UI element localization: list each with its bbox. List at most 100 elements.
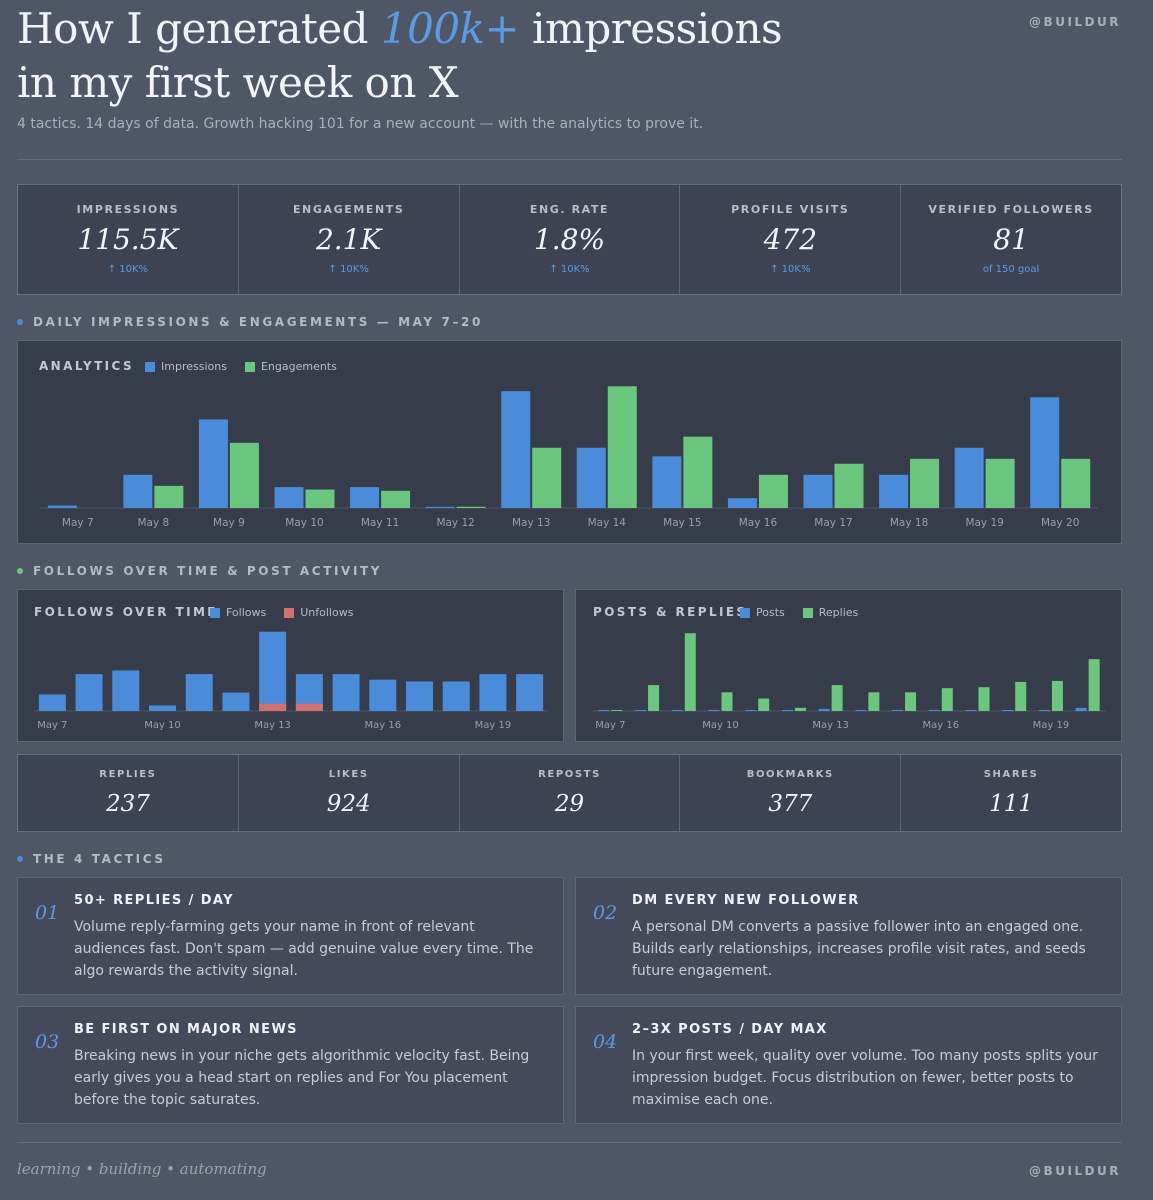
bar-posts <box>598 709 610 711</box>
bar-engagements <box>683 436 713 508</box>
stat-label: ENGAGEMENTS <box>292 203 405 216</box>
tactic-card-03: 03 BE FIRST ON MAJOR NEWS Breaking news … <box>17 1006 564 1124</box>
bar-replies <box>978 687 990 711</box>
stat-value: 29 <box>554 791 585 817</box>
stat-label: VERIFIED FOLLOWERS <box>928 203 1094 216</box>
x-tick-label: May 16 <box>922 720 959 731</box>
x-tick-label: May 7 <box>595 720 625 731</box>
page-title: How I generated 100k+ impressions in my … <box>17 2 917 110</box>
bar-engagements <box>381 490 411 508</box>
title-part: How I generated <box>17 4 381 53</box>
bar-follows <box>112 670 140 711</box>
legend-label: Follows <box>226 606 267 619</box>
chart-legend: Impressions Engagements <box>145 360 355 373</box>
legend-label: Impressions <box>161 360 227 373</box>
bar-replies <box>941 688 953 711</box>
x-tick-label: May 12 <box>436 517 474 529</box>
bar-impressions <box>1030 397 1060 508</box>
tactic-body: Breaking news in your niche gets algorit… <box>74 1048 530 1108</box>
bar-engagements <box>229 442 259 508</box>
divider <box>17 159 1122 160</box>
stat-value: 377 <box>768 791 813 817</box>
legend-item-follows: Follows <box>210 606 266 619</box>
bar-replies <box>721 692 733 711</box>
bar-posts <box>965 709 977 711</box>
bar-posts <box>928 709 940 711</box>
bar-engagements <box>985 458 1015 508</box>
bar-posts <box>892 709 904 711</box>
stat-change: ↑ 10K% <box>107 264 149 275</box>
bar-replies <box>1051 680 1063 711</box>
stat-replies: REPLIES 237 <box>18 755 239 831</box>
chart-title: ANALYTICS <box>39 359 135 373</box>
stat-verified-followers: VERIFIED FOLLOWERS 81 of 150 goal <box>901 185 1121 294</box>
bar-engagements <box>532 447 562 508</box>
bar-follows <box>369 679 397 711</box>
bar-follows <box>222 692 250 711</box>
bar-posts <box>708 709 720 711</box>
title-part: impressions <box>519 4 783 53</box>
bar-replies <box>1088 659 1100 711</box>
bar-impressions <box>425 506 455 508</box>
tactic-title: 50+ REPLIES / DAY <box>74 893 234 908</box>
bar-impressions <box>954 447 984 508</box>
stat-value: 111 <box>989 791 1034 817</box>
bar-posts <box>745 709 757 711</box>
legend-swatch <box>740 607 750 618</box>
handle-bottom: @BUILDUR <box>1029 1164 1121 1178</box>
bar-replies <box>611 709 623 711</box>
section-dot <box>17 319 23 325</box>
tactic-number: 03 <box>35 1031 60 1053</box>
analytics-panel: ANALYTICS Impressions Engagements May 7 M… <box>17 340 1122 544</box>
section-follows: FOLLOWS OVER TIME & POST ACTIVITY <box>17 564 382 578</box>
stat-label: REPOSTS <box>538 769 601 780</box>
stat-change: ↑ 10K% <box>549 264 590 275</box>
stat-impressions: IMPRESSIONS 115.5K ↑ 10K% <box>18 185 239 294</box>
posts-bar-chart: May 7 May 10 May 13 May 16 May 19 <box>592 633 1106 731</box>
x-tick-label: May 14 <box>588 517 627 529</box>
bar-engagements <box>834 463 864 508</box>
bar-impressions <box>198 419 228 508</box>
bar-unfollows <box>259 703 287 711</box>
bar-engagements <box>1061 458 1091 508</box>
section-title: THE 4 TACTICS <box>33 852 166 866</box>
bar-replies <box>794 707 806 711</box>
bar-impressions <box>879 474 909 508</box>
divider <box>17 1142 1122 1143</box>
bar-impressions <box>123 474 153 508</box>
subtitle: 4 tactics. 14 days of data. Growth hacki… <box>17 116 704 132</box>
stat-value: 1.8% <box>533 223 606 256</box>
bar-engagements <box>758 474 788 508</box>
legend-label: Engagements <box>260 360 337 373</box>
legend-label: Posts <box>756 606 785 619</box>
stat-value: 81 <box>993 223 1029 256</box>
bar-replies <box>868 692 880 711</box>
x-tick-label: May 13 <box>254 720 291 731</box>
bar-unfollows <box>295 703 323 711</box>
x-tick-label: May 13 <box>812 720 849 731</box>
title-accent: 100k+ <box>380 4 520 53</box>
stat-shares: SHARES 111 <box>901 755 1121 831</box>
bar-posts <box>671 709 683 711</box>
bar-follows <box>406 681 433 711</box>
bar-posts <box>1002 709 1014 711</box>
x-tick-label: May 16 <box>739 517 778 529</box>
bar-replies <box>905 692 917 711</box>
tactic-card-01: 01 50+ REPLIES / DAY Volume reply-farmin… <box>17 877 564 995</box>
legend-swatch <box>284 607 295 618</box>
tactic-number: 04 <box>593 1031 618 1053</box>
section-dot <box>17 856 23 862</box>
bar-replies <box>758 698 770 711</box>
stat-value: 2.1K <box>315 223 382 256</box>
x-tick-label: May 7 <box>62 517 94 529</box>
bar-engagements <box>910 458 940 508</box>
stat-label: LIKES <box>328 769 369 780</box>
bar-follows <box>479 674 507 711</box>
tactic-number: 02 <box>593 902 618 924</box>
x-tick-label: May 11 <box>361 517 399 529</box>
tactic-body: In your first week, quality over volume.… <box>632 1048 1098 1108</box>
section-dot <box>17 568 23 574</box>
stat-change: ↑ 10K% <box>770 264 811 275</box>
bar-posts <box>855 709 867 711</box>
bar-impressions <box>727 498 757 508</box>
